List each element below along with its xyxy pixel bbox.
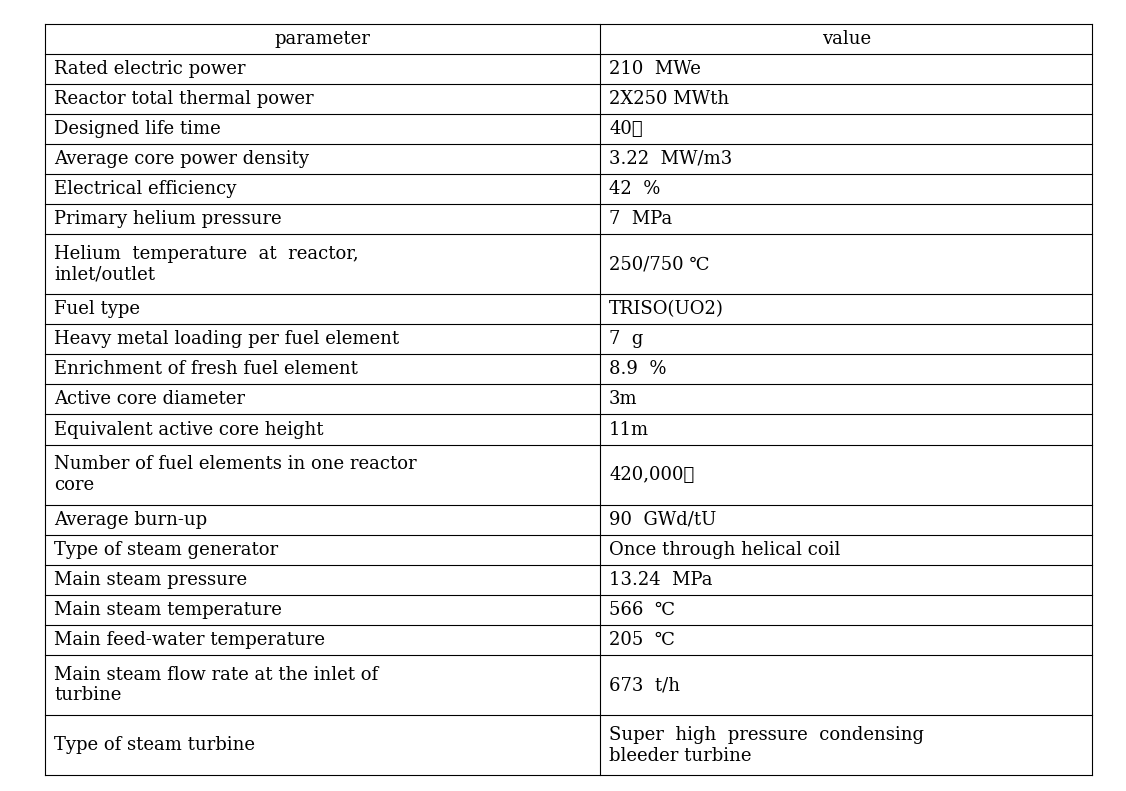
Text: 11m: 11m	[609, 421, 650, 438]
Text: Active core diameter: Active core diameter	[54, 391, 245, 408]
Text: Reactor total thermal power: Reactor total thermal power	[54, 90, 314, 108]
Text: 42  %: 42 %	[609, 180, 661, 198]
Text: Average burn-up: Average burn-up	[54, 511, 207, 528]
Text: value: value	[822, 30, 870, 47]
Text: Number of fuel elements in one reactor
core: Number of fuel elements in one reactor c…	[54, 455, 417, 494]
Text: 3m: 3m	[609, 391, 637, 408]
Text: Super  high  pressure  condensing
bleeder turbine: Super high pressure condensing bleeder t…	[609, 725, 924, 765]
Text: Main feed-water temperature: Main feed-water temperature	[54, 631, 325, 649]
Text: 90  GWd/tU: 90 GWd/tU	[609, 511, 716, 528]
Text: 250/750 ℃: 250/750 ℃	[609, 255, 709, 273]
Text: Type of steam generator: Type of steam generator	[54, 541, 278, 558]
Text: Enrichment of fresh fuel element: Enrichment of fresh fuel element	[54, 361, 358, 378]
Text: 8.9  %: 8.9 %	[609, 361, 667, 378]
Text: Main steam flow rate at the inlet of
turbine: Main steam flow rate at the inlet of tur…	[54, 665, 378, 705]
Text: 210  MWe: 210 MWe	[609, 60, 700, 78]
Text: Main steam pressure: Main steam pressure	[54, 571, 248, 589]
Text: 13.24  MPa: 13.24 MPa	[609, 571, 713, 589]
Text: Designed life time: Designed life time	[54, 120, 221, 138]
Text: 420,000개: 420,000개	[609, 466, 695, 483]
Text: Type of steam turbine: Type of steam turbine	[54, 736, 256, 754]
Text: Heavy metal loading per fuel element: Heavy metal loading per fuel element	[54, 331, 400, 348]
Text: Helium  temperature  at  reactor,
inlet/outlet: Helium temperature at reactor, inlet/out…	[54, 244, 359, 284]
Text: 7  MPa: 7 MPa	[609, 210, 672, 228]
Text: parameter: parameter	[275, 30, 370, 47]
Text: 3.22  MW/m3: 3.22 MW/m3	[609, 150, 732, 168]
Text: 40년: 40년	[609, 120, 643, 138]
Text: 673  t/h: 673 t/h	[609, 676, 680, 694]
Text: Once through helical coil: Once through helical coil	[609, 541, 840, 558]
Text: 2X250 MWth: 2X250 MWth	[609, 90, 730, 108]
Text: TRISO(UO2): TRISO(UO2)	[609, 301, 724, 318]
Text: Main steam temperature: Main steam temperature	[54, 601, 282, 619]
Text: Electrical efficiency: Electrical efficiency	[54, 180, 236, 198]
Text: Average core power density: Average core power density	[54, 150, 309, 168]
Text: Rated electric power: Rated electric power	[54, 60, 245, 78]
Text: Primary helium pressure: Primary helium pressure	[54, 210, 282, 228]
Text: Equivalent active core height: Equivalent active core height	[54, 421, 323, 438]
Text: 566  ℃: 566 ℃	[609, 601, 676, 619]
Text: 205  ℃: 205 ℃	[609, 631, 674, 649]
Text: 7  g: 7 g	[609, 331, 643, 348]
Text: Fuel type: Fuel type	[54, 301, 140, 318]
